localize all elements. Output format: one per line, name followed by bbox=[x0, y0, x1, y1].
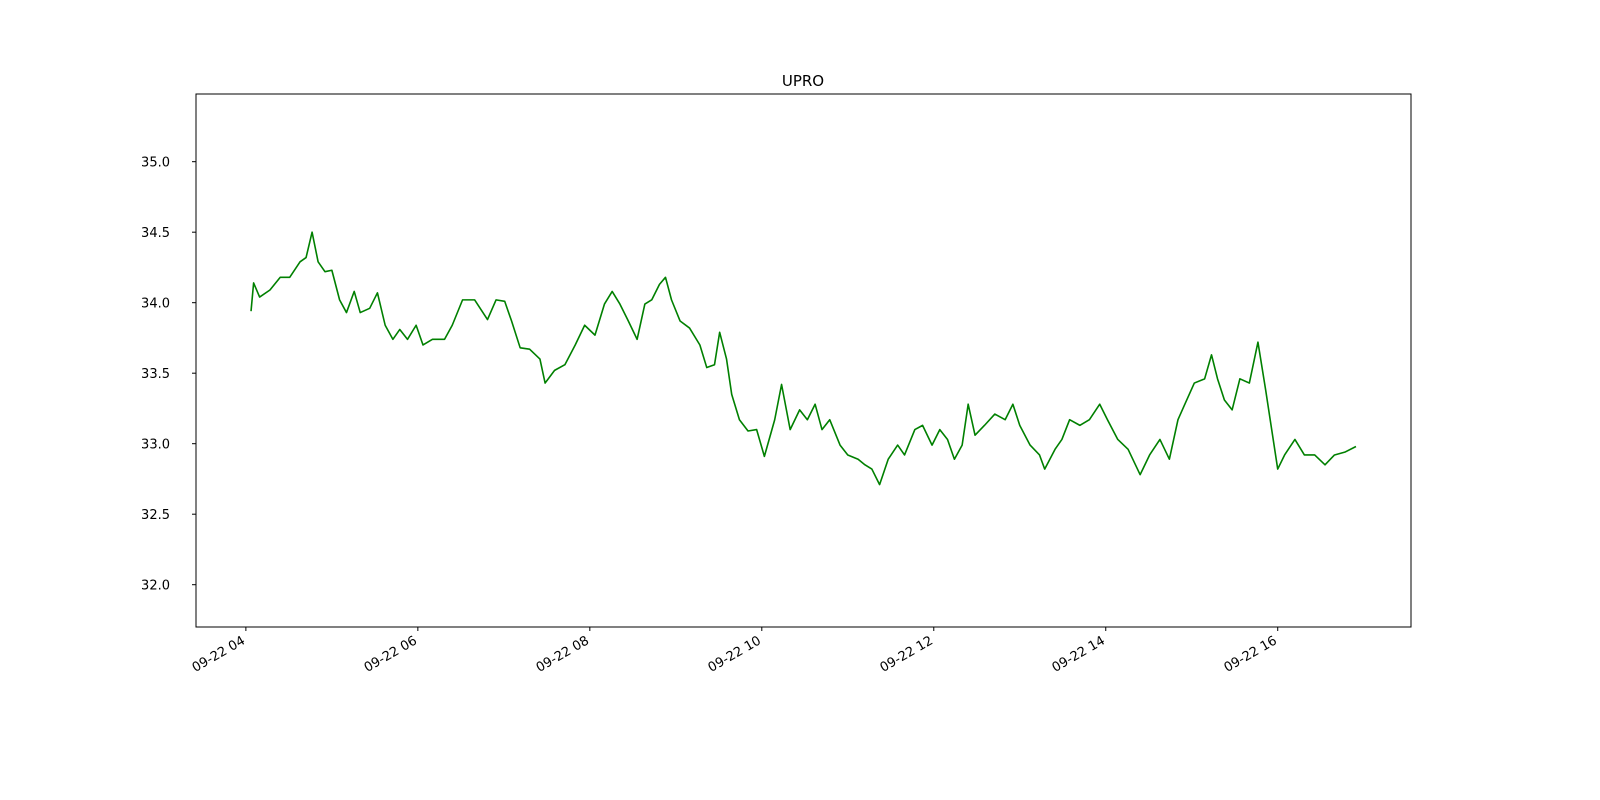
x-tick-label: 09-22 04 bbox=[190, 633, 248, 675]
x-tick-label: 09-22 14 bbox=[1050, 633, 1108, 675]
chart-title: UPRO bbox=[782, 72, 824, 90]
y-tick-label: 33.0 bbox=[141, 438, 170, 453]
x-tick-label: 09-22 08 bbox=[534, 633, 592, 675]
x-tick-label: 09-22 10 bbox=[706, 633, 764, 675]
y-tick-label: 35.0 bbox=[141, 156, 170, 171]
x-tick-label: 09-22 16 bbox=[1222, 633, 1280, 675]
y-tick-label: 32.5 bbox=[141, 508, 170, 523]
y-tick-label: 34.5 bbox=[141, 226, 170, 241]
y-tick-label: 33.5 bbox=[141, 367, 170, 382]
plot-frame bbox=[195, 93, 1412, 628]
y-tick-label: 34.0 bbox=[141, 297, 170, 312]
x-tick-label: 09-22 12 bbox=[878, 633, 936, 675]
y-tick-label: 32.0 bbox=[141, 579, 170, 594]
x-tick-label: 09-22 06 bbox=[362, 633, 420, 675]
price-line bbox=[250, 231, 1357, 486]
